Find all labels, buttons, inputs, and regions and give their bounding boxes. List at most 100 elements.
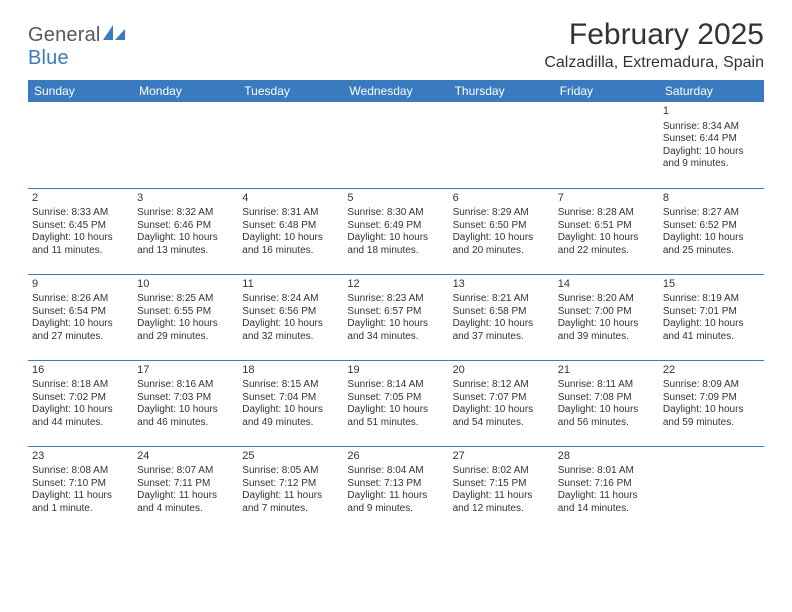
calendar-cell: 3Sunrise: 8:32 AMSunset: 6:46 PMDaylight… <box>133 188 238 274</box>
calendar-cell <box>343 102 448 188</box>
day-number: 3 <box>137 192 234 206</box>
sunset-line: Sunset: 7:05 PM <box>347 392 444 405</box>
day-number: 28 <box>558 450 655 464</box>
calendar-cell: 15Sunrise: 8:19 AMSunset: 7:01 PMDayligh… <box>659 274 764 360</box>
calendar-cell: 17Sunrise: 8:16 AMSunset: 7:03 PMDayligh… <box>133 360 238 446</box>
day-number: 12 <box>347 278 444 292</box>
logo-text: General Blue <box>28 24 125 70</box>
sunrise-line: Sunrise: 8:21 AM <box>453 293 550 306</box>
day-number: 5 <box>347 192 444 206</box>
sunset-line: Sunset: 7:09 PM <box>663 392 760 405</box>
day-number: 24 <box>137 450 234 464</box>
sunrise-line: Sunrise: 8:19 AM <box>663 293 760 306</box>
day-number: 1 <box>663 105 760 119</box>
daylight-line: Daylight: 10 hours and 27 minutes. <box>32 318 129 343</box>
logo-text-blue: Blue <box>28 47 69 69</box>
page: General Blue February 2025 Calzadilla, E… <box>0 0 792 532</box>
sunset-line: Sunset: 6:57 PM <box>347 306 444 319</box>
calendar-cell: 24Sunrise: 8:07 AMSunset: 7:11 PMDayligh… <box>133 446 238 532</box>
calendar-cell: 25Sunrise: 8:05 AMSunset: 7:12 PMDayligh… <box>238 446 343 532</box>
day-header: Thursday <box>449 80 554 102</box>
sunset-line: Sunset: 7:15 PM <box>453 478 550 491</box>
calendar-cell: 18Sunrise: 8:15 AMSunset: 7:04 PMDayligh… <box>238 360 343 446</box>
calendar-cell: 5Sunrise: 8:30 AMSunset: 6:49 PMDaylight… <box>343 188 448 274</box>
calendar-cell <box>238 102 343 188</box>
sunrise-line: Sunrise: 8:23 AM <box>347 293 444 306</box>
sunset-line: Sunset: 6:54 PM <box>32 306 129 319</box>
sunrise-line: Sunrise: 8:11 AM <box>558 379 655 392</box>
daylight-line: Daylight: 10 hours and 25 minutes. <box>663 232 760 257</box>
day-number: 2 <box>32 192 129 206</box>
sunset-line: Sunset: 7:03 PM <box>137 392 234 405</box>
sunrise-line: Sunrise: 8:04 AM <box>347 465 444 478</box>
sunrise-line: Sunrise: 8:05 AM <box>242 465 339 478</box>
sunrise-line: Sunrise: 8:32 AM <box>137 207 234 220</box>
sunrise-line: Sunrise: 8:25 AM <box>137 293 234 306</box>
calendar-cell: 6Sunrise: 8:29 AMSunset: 6:50 PMDaylight… <box>449 188 554 274</box>
sunrise-line: Sunrise: 8:16 AM <box>137 379 234 392</box>
calendar-cell: 27Sunrise: 8:02 AMSunset: 7:15 PMDayligh… <box>449 446 554 532</box>
day-header: Saturday <box>659 80 764 102</box>
location: Calzadilla, Extremadura, Spain <box>544 54 764 72</box>
calendar-cell: 2Sunrise: 8:33 AMSunset: 6:45 PMDaylight… <box>28 188 133 274</box>
calendar-cell: 23Sunrise: 8:08 AMSunset: 7:10 PMDayligh… <box>28 446 133 532</box>
calendar-cell: 28Sunrise: 8:01 AMSunset: 7:16 PMDayligh… <box>554 446 659 532</box>
day-header: Sunday <box>28 80 133 102</box>
sunset-line: Sunset: 6:48 PM <box>242 220 339 233</box>
sunrise-line: Sunrise: 8:18 AM <box>32 379 129 392</box>
calendar-row: 23Sunrise: 8:08 AMSunset: 7:10 PMDayligh… <box>28 446 764 532</box>
calendar-cell: 21Sunrise: 8:11 AMSunset: 7:08 PMDayligh… <box>554 360 659 446</box>
day-number: 4 <box>242 192 339 206</box>
sunrise-line: Sunrise: 8:30 AM <box>347 207 444 220</box>
calendar-cell <box>659 446 764 532</box>
daylight-line: Daylight: 11 hours and 4 minutes. <box>137 490 234 515</box>
day-header-row: Sunday Monday Tuesday Wednesday Thursday… <box>28 80 764 102</box>
sunset-line: Sunset: 7:04 PM <box>242 392 339 405</box>
title-block: February 2025 Calzadilla, Extremadura, S… <box>544 18 764 72</box>
sunset-line: Sunset: 7:00 PM <box>558 306 655 319</box>
sunrise-line: Sunrise: 8:12 AM <box>453 379 550 392</box>
calendar-body: 1Sunrise: 8:34 AMSunset: 6:44 PMDaylight… <box>28 102 764 532</box>
daylight-line: Daylight: 10 hours and 32 minutes. <box>242 318 339 343</box>
daylight-line: Daylight: 10 hours and 37 minutes. <box>453 318 550 343</box>
sunset-line: Sunset: 7:11 PM <box>137 478 234 491</box>
sunset-line: Sunset: 6:58 PM <box>453 306 550 319</box>
daylight-line: Daylight: 10 hours and 22 minutes. <box>558 232 655 257</box>
calendar-cell: 16Sunrise: 8:18 AMSunset: 7:02 PMDayligh… <box>28 360 133 446</box>
calendar-cell: 22Sunrise: 8:09 AMSunset: 7:09 PMDayligh… <box>659 360 764 446</box>
sunrise-line: Sunrise: 8:27 AM <box>663 207 760 220</box>
sunrise-line: Sunrise: 8:20 AM <box>558 293 655 306</box>
daylight-line: Daylight: 10 hours and 18 minutes. <box>347 232 444 257</box>
sunrise-line: Sunrise: 8:15 AM <box>242 379 339 392</box>
day-number: 7 <box>558 192 655 206</box>
day-number: 9 <box>32 278 129 292</box>
sunset-line: Sunset: 7:10 PM <box>32 478 129 491</box>
sunset-line: Sunset: 7:16 PM <box>558 478 655 491</box>
day-number: 27 <box>453 450 550 464</box>
sunset-line: Sunset: 6:51 PM <box>558 220 655 233</box>
sunset-line: Sunset: 7:13 PM <box>347 478 444 491</box>
day-number: 16 <box>32 364 129 378</box>
day-number: 13 <box>453 278 550 292</box>
sunset-line: Sunset: 7:12 PM <box>242 478 339 491</box>
day-number: 11 <box>242 278 339 292</box>
calendar-cell: 14Sunrise: 8:20 AMSunset: 7:00 PMDayligh… <box>554 274 659 360</box>
calendar-cell <box>133 102 238 188</box>
daylight-line: Daylight: 10 hours and 46 minutes. <box>137 404 234 429</box>
day-number: 18 <box>242 364 339 378</box>
day-number: 8 <box>663 192 760 206</box>
daylight-line: Daylight: 10 hours and 34 minutes. <box>347 318 444 343</box>
sunset-line: Sunset: 6:46 PM <box>137 220 234 233</box>
day-number: 23 <box>32 450 129 464</box>
calendar-cell: 19Sunrise: 8:14 AMSunset: 7:05 PMDayligh… <box>343 360 448 446</box>
daylight-line: Daylight: 11 hours and 14 minutes. <box>558 490 655 515</box>
calendar-row: 16Sunrise: 8:18 AMSunset: 7:02 PMDayligh… <box>28 360 764 446</box>
sunrise-line: Sunrise: 8:07 AM <box>137 465 234 478</box>
day-number: 17 <box>137 364 234 378</box>
calendar-row: 9Sunrise: 8:26 AMSunset: 6:54 PMDaylight… <box>28 274 764 360</box>
day-number: 20 <box>453 364 550 378</box>
day-header: Wednesday <box>343 80 448 102</box>
calendar-cell <box>554 102 659 188</box>
sunset-line: Sunset: 6:45 PM <box>32 220 129 233</box>
day-number: 19 <box>347 364 444 378</box>
